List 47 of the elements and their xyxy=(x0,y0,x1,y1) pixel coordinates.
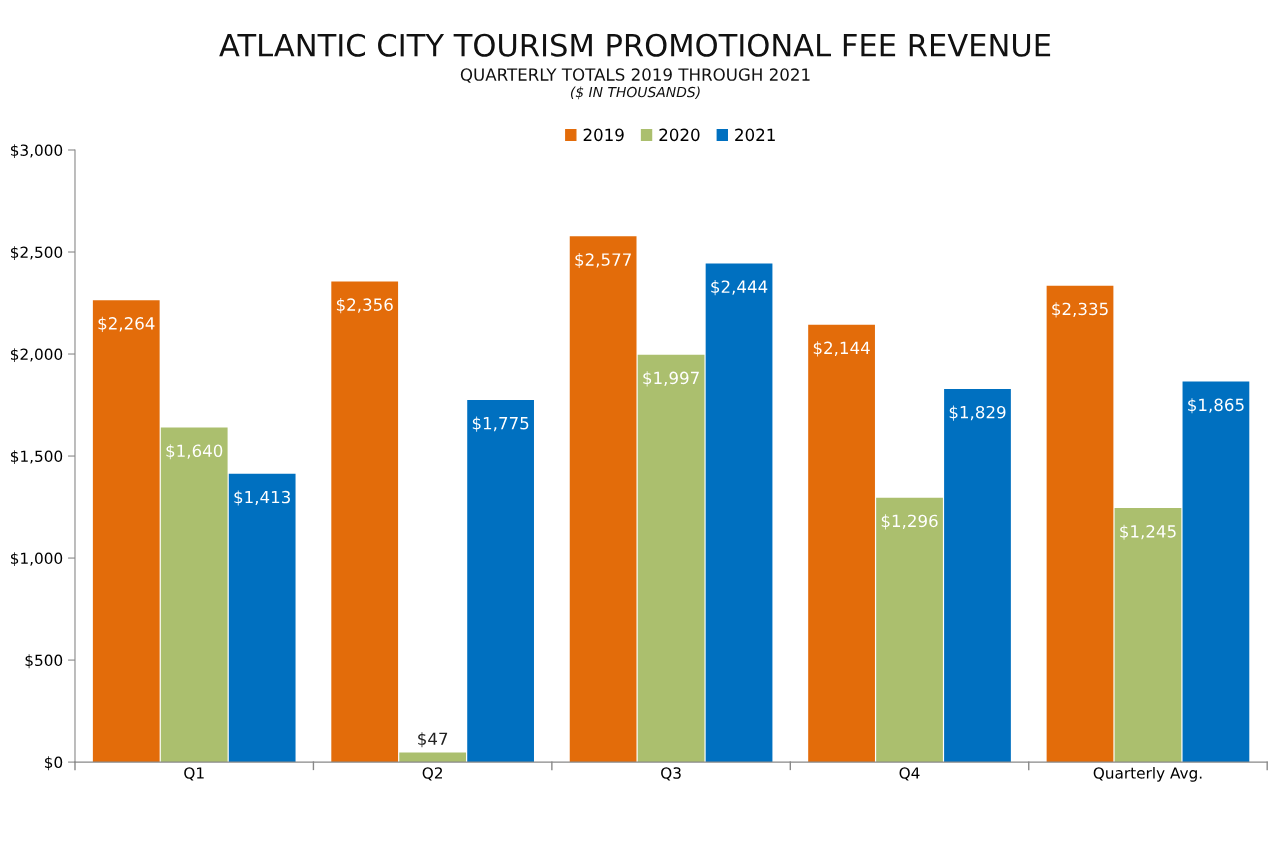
y-tick-label: $1,000 xyxy=(10,552,63,567)
data-label: $2,144 xyxy=(813,341,870,357)
x-tick-label: Q3 xyxy=(661,767,681,781)
y-tick-label: $500 xyxy=(25,654,63,669)
bar xyxy=(876,497,943,763)
y-tick-label: $3,000 xyxy=(10,144,63,159)
data-label: $1,413 xyxy=(234,490,290,506)
data-label: $2,335 xyxy=(1052,302,1108,318)
data-label: $2,264 xyxy=(98,316,155,332)
text: ($ IN THOUSANDS) xyxy=(570,86,700,100)
bar xyxy=(637,354,705,763)
bar xyxy=(808,324,875,763)
data-label: $2,577 xyxy=(575,252,631,269)
bar xyxy=(228,473,296,763)
data-label: $1,245 xyxy=(1120,524,1176,540)
bar xyxy=(1046,285,1114,763)
legend-label: 2021 xyxy=(735,128,775,142)
x-tick-label: Q2 xyxy=(422,767,442,781)
data-label: $2,444 xyxy=(711,280,768,296)
y-tick-label: $2,500 xyxy=(10,246,63,261)
bar xyxy=(1114,508,1182,763)
data-label: $47 xyxy=(418,732,448,748)
bar xyxy=(705,263,773,763)
data-label: $1,865 xyxy=(1188,398,1244,414)
legend-label: 2020 xyxy=(659,128,700,142)
bar xyxy=(944,388,1011,763)
bar xyxy=(331,281,399,763)
chart-title: ATLANTIC CITY TOURISM PROMOTIONAL FEE REVENUE xyxy=(219,33,1051,57)
x-tick-label: Q1 xyxy=(184,767,204,781)
data-label: $1,997 xyxy=(643,371,699,387)
data-label: $1,829 xyxy=(949,405,1006,421)
data-label: $1,296 xyxy=(881,514,938,530)
bar xyxy=(467,399,534,763)
y-tick-label: $0 xyxy=(45,756,63,771)
legend-label: 2019 xyxy=(583,128,624,142)
chart-subtitle: QUARTERLY TOTALS 2019 THROUGH 2021 xyxy=(460,68,810,83)
bar xyxy=(160,427,228,763)
data-label: $2,356 xyxy=(336,298,393,314)
y-tick-label: $1,500 xyxy=(10,450,63,465)
bar xyxy=(92,300,160,763)
bar xyxy=(1182,381,1250,763)
x-tick-label: Q4 xyxy=(899,767,920,781)
y-tick-label: $2,000 xyxy=(10,348,63,363)
x-tick-label: Quarterly Avg. xyxy=(1093,766,1202,782)
data-label: $1,640 xyxy=(166,444,223,460)
data-label: $1,775 xyxy=(472,416,529,432)
bar xyxy=(569,236,637,763)
